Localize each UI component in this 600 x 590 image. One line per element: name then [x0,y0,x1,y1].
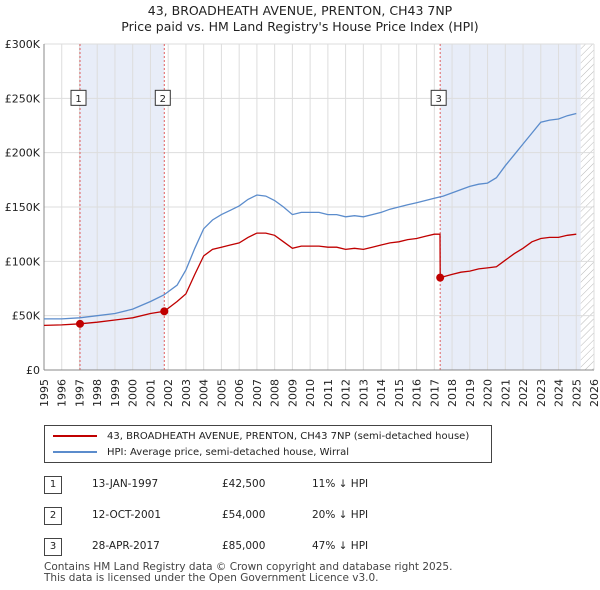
transaction-badge: 3 [44,538,62,556]
x-tick-label: 2006 [233,379,246,407]
transaction-price: £42,500 [222,478,266,490]
transaction-price: £54,000 [222,509,266,521]
x-tick-label: 1998 [91,379,104,407]
x-tick-label: 2004 [198,379,211,407]
x-tick-label: 2014 [375,379,388,407]
x-tick-label: 2000 [127,379,140,407]
x-tick-label: 2002 [162,379,175,407]
x-tick-label: 2009 [286,379,299,407]
x-tick-label: 1999 [109,379,122,407]
transaction-date: 13-JAN-1997 [92,478,159,490]
chart-title: 43, BROADHEATH AVENUE, PRENTON, CH43 7NP [147,3,453,18]
x-tick-label: 2003 [180,379,193,407]
sale-label-box [70,89,87,106]
x-tick-label: 2001 [144,379,157,407]
transaction-badge: 1 [44,476,62,494]
x-tick-label: 2024 [553,379,566,407]
x-tick-label: 1995 [38,379,51,407]
sale-label: 3 [435,94,441,105]
series-line-property [43,232,577,327]
y-tick-label: £0 [26,364,40,377]
x-tick-label: 2007 [251,379,264,407]
transaction-hpi-diff: 20% ↓ HPI [312,509,369,521]
legend-swatch-hpi [53,451,97,453]
sale-label-box [430,89,447,106]
legend: 43, BROADHEATH AVENUE, PRENTON, CH43 7NP… [44,425,492,463]
legend-item-property: 43, BROADHEATH AVENUE, PRENTON, CH43 7NP… [53,429,469,443]
x-tick-label: 2017 [428,379,441,407]
x-tick-label: 2015 [393,379,406,407]
legend-label-hpi: HPI: Average price, semi-detached house,… [107,446,350,458]
footer-copyright: Contains HM Land Registry data © Crown c… [44,561,453,573]
y-tick-label: £50K [12,310,41,323]
x-tick-label: 2012 [340,379,353,407]
sale-label: 1 [75,94,81,105]
y-tick-label: £250K [5,92,41,105]
x-tick-label: 2026 [588,379,600,407]
transaction-price: £85,000 [222,540,266,552]
chart-subtitle: Price paid vs. HM Land Registry's House … [121,19,479,34]
transaction-date: 28-APR-2017 [92,540,160,552]
x-tick-label: 2018 [446,379,459,407]
legend-item-hpi: HPI: Average price, semi-detached house,… [53,445,349,459]
transaction-badge: 2 [44,507,62,525]
series-line-hpi [44,112,577,320]
x-tick-label: 2020 [482,379,495,407]
x-tick-label: 2013 [357,379,370,407]
sale-point [76,319,85,328]
sale-point [160,307,169,316]
x-tick-label: 2025 [570,379,583,407]
y-tick-label: £300K [5,38,41,51]
legend-swatch-property [53,435,97,437]
y-tick-label: £100K [5,255,41,268]
x-tick-label: 2010 [304,379,317,407]
x-tick-label: 2016 [411,379,424,407]
legend-label-property: 43, BROADHEATH AVENUE, PRENTON, CH43 7NP… [107,430,470,442]
x-tick-label: 2023 [535,379,548,407]
sale-label-box [154,89,171,106]
x-tick-label: 2019 [464,379,477,407]
transaction-date: 12-OCT-2001 [92,509,161,521]
x-tick-label: 2008 [269,379,282,407]
sale-label: 2 [160,94,166,105]
footer: Contains HM Land Registry data © Crown c… [44,562,452,584]
footer-license: This data is licensed under the Open Gov… [44,572,379,584]
sale-point [436,273,445,282]
y-tick-label: £200K [5,147,41,160]
transaction-hpi-diff: 11% ↓ HPI [312,478,369,490]
x-tick-label: 2005 [215,379,228,407]
x-tick-label: 1996 [56,379,69,407]
transaction-hpi-diff: 47% ↓ HPI [312,540,369,552]
x-tick-label: 1997 [73,379,86,407]
y-tick-label: £150K [5,201,41,214]
x-tick-label: 2021 [499,379,512,407]
price-chart: £0 £50K £100K £150K £200K £250K £300K 1995 1996 1… [5,38,600,407]
x-tick-label: 2011 [322,379,335,407]
x-tick-label: 2022 [517,379,530,407]
